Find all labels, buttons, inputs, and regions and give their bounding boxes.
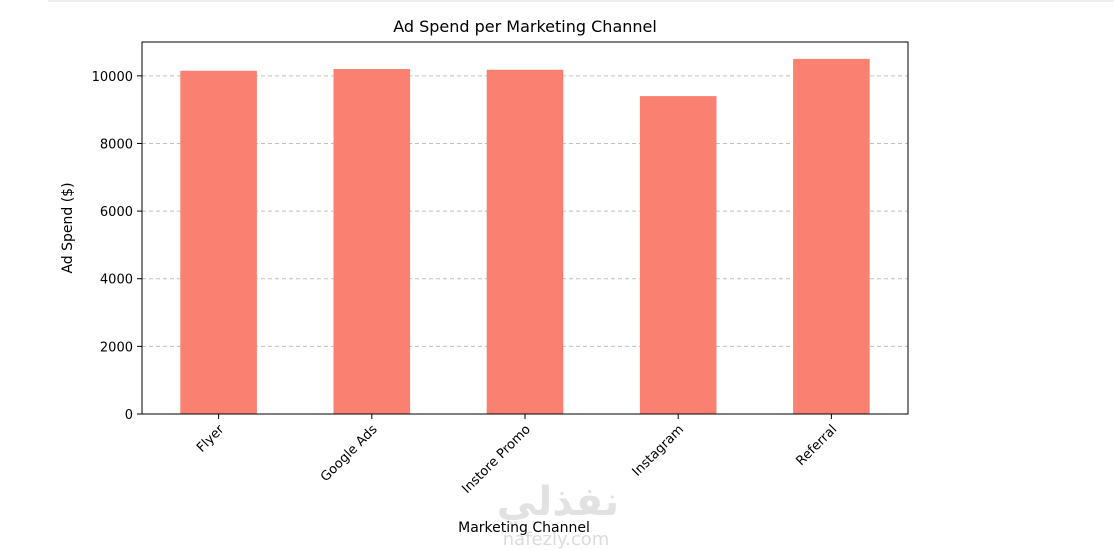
x-tick-label-0: Flyer bbox=[194, 422, 228, 456]
top-divider bbox=[48, 0, 1114, 2]
y-tick-label-5: 10000 bbox=[92, 70, 133, 85]
bars-layer bbox=[180, 58, 870, 415]
x-axis-label: Marketing Channel bbox=[458, 520, 590, 536]
bar-instore-promo bbox=[486, 69, 564, 415]
y-tick-label-4: 8000 bbox=[100, 137, 133, 152]
y-ticks: 0 2000 4000 6000 8000 10000 bbox=[92, 70, 142, 423]
x-tick-label-4: Referral bbox=[794, 422, 841, 469]
watermark-arabic: نفذلي bbox=[497, 479, 619, 525]
watermark-url: nafezly.com bbox=[503, 529, 610, 550]
y-tick-label-0: 0 bbox=[125, 408, 133, 423]
x-tick-label-3: Instagram bbox=[630, 422, 687, 479]
chart-title: Ad Spend per Marketing Channel bbox=[393, 17, 657, 36]
bar-flyer bbox=[180, 70, 257, 414]
y-axis-label: Ad Spend ($) bbox=[60, 182, 76, 273]
bar-google-ads bbox=[333, 69, 411, 415]
x-tick-label-1: Google Ads bbox=[318, 422, 381, 485]
y-tick-label-3: 6000 bbox=[100, 205, 133, 220]
bar-instagram bbox=[639, 96, 717, 414]
y-tick-label-1: 2000 bbox=[100, 340, 133, 355]
bar-referral bbox=[793, 58, 870, 415]
y-tick-label-2: 4000 bbox=[100, 273, 133, 288]
